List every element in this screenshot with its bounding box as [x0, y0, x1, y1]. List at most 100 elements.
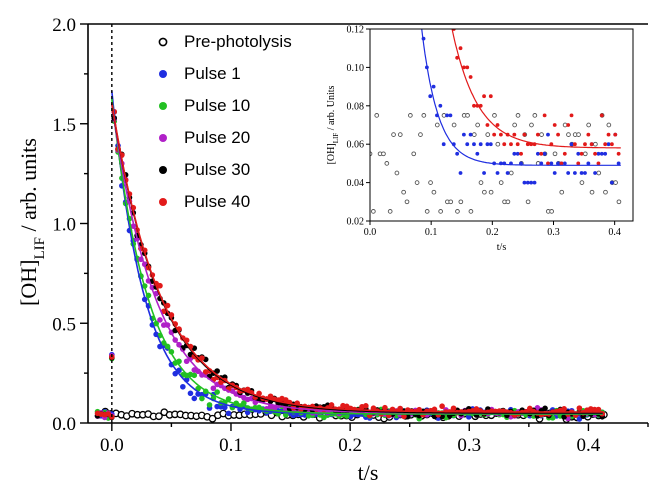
inset-point-pulse-40 — [559, 161, 564, 166]
inset-point-pre-photolysis — [387, 209, 393, 214]
inset-point-pre-photolysis — [586, 122, 592, 128]
data-point-pulse-30 — [542, 405, 548, 412]
inset-point-pulse-1 — [603, 151, 608, 156]
data-point-pulse-40 — [561, 405, 567, 412]
inset-point-pulse-40 — [606, 132, 611, 137]
data-point-pulse-40 — [439, 403, 445, 410]
inset-point-pulse-40 — [488, 94, 493, 99]
data-point-pulse-40 — [328, 402, 335, 408]
inset-point-pulse-1 — [431, 84, 436, 89]
data-point-pulse-1 — [191, 395, 198, 402]
x-tick-label: 0.3 — [457, 435, 481, 456]
inset-plot-fits — [421, 29, 621, 166]
inset-point-pulse-40 — [478, 103, 483, 108]
inset-point-pulse-1 — [549, 161, 554, 166]
data-point-pulse-1 — [187, 390, 194, 397]
y-tick-label: 1.5 — [52, 115, 76, 136]
inset-y-tick-label: 0.06 — [347, 140, 365, 151]
inset-point-pre-photolysis — [515, 113, 521, 118]
inset-point-pulse-1 — [445, 113, 449, 118]
legend-marker-pulse-30 — [159, 166, 167, 174]
inset-point-pre-photolysis — [397, 132, 403, 137]
inset-point-pulse-40 — [586, 132, 591, 137]
inset-point-pulse-40 — [449, 0, 453, 2]
inset-fit-line-pulse-1 — [421, 29, 621, 166]
inset-point-pre-photolysis — [485, 132, 491, 137]
data-point-pulse-40 — [267, 393, 274, 400]
data-point-pulse-1 — [221, 404, 228, 411]
inset-point-pulse-40 — [485, 123, 490, 127]
data-point-pulse-40 — [363, 403, 369, 409]
inset-point-pre-photolysis — [431, 189, 437, 195]
inset-y-tick-label: 0.10 — [347, 63, 365, 74]
inset-point-pre-photolysis — [505, 199, 511, 205]
data-point-pulse-40 — [431, 406, 438, 413]
inset-x-tick-label: 0.3 — [547, 227, 560, 238]
inset-point-pulse-40 — [572, 142, 577, 147]
inset-point-pre-photolysis — [428, 180, 433, 185]
inset-point-pre-photolysis — [374, 113, 380, 118]
inset-point-pulse-1 — [461, 132, 466, 137]
inset-point-pre-photolysis — [404, 199, 410, 205]
data-point-pulse-40 — [401, 413, 407, 420]
inset-point-pre-photolysis — [384, 161, 390, 166]
inset-x-tick-label: 0.2 — [486, 227, 499, 238]
inset-point-pre-photolysis — [478, 180, 484, 185]
data-point-pulse-10 — [214, 389, 220, 395]
inset-point-pre-photolysis — [593, 141, 598, 147]
inset-point-pulse-1 — [519, 161, 523, 166]
inset-y-tick-label: 0.02 — [347, 217, 365, 228]
inset-point-pre-photolysis — [606, 122, 612, 128]
inset-point-pre-photolysis — [391, 132, 396, 137]
inset-point-pulse-1 — [596, 151, 601, 156]
inset-point-pre-photolysis — [582, 151, 588, 157]
inset-point-pulse-1 — [522, 180, 527, 185]
inset-point-pulse-40 — [535, 132, 540, 137]
inset-point-pulse-40 — [596, 161, 601, 166]
inset-point-pre-photolysis — [465, 113, 470, 118]
inset-point-pulse-1 — [566, 171, 571, 175]
inset-point-pre-photolysis — [603, 189, 608, 195]
inset-point-pulse-40 — [593, 151, 597, 156]
inset-point-pulse-1 — [552, 171, 557, 175]
inset-x-tick-label: 0.1 — [425, 227, 438, 238]
inset-point-pulse-1 — [572, 171, 577, 175]
inset-point-pre-photolysis — [576, 132, 581, 137]
inset-point-pulse-1 — [448, 113, 453, 118]
data-point-pulse-30 — [214, 368, 220, 374]
data-point-pulse-40 — [382, 404, 388, 411]
inset-point-pulse-1 — [542, 151, 547, 156]
data-point-pulse-40 — [256, 390, 262, 397]
inset-point-pre-photolysis — [532, 113, 538, 118]
main-plot-fits — [111, 90, 603, 415]
inset-point-pulse-1 — [515, 151, 520, 156]
data-point-pulse-10 — [241, 400, 247, 406]
data-point-pulse-40 — [450, 405, 457, 412]
inset-point-pulse-1 — [616, 161, 621, 166]
legend-label-pulse-20: Pulse 20 — [184, 128, 250, 147]
inset-point-pulse-40 — [576, 161, 581, 166]
inset-point-pre-photolysis — [475, 122, 480, 128]
inset-point-pulse-1 — [485, 142, 490, 147]
inset-point-pulse-40 — [562, 151, 567, 156]
main-y-ticks: 0.0 0.5 1.0 1.5 2.0 — [52, 15, 88, 435]
inset-point-pulse-40 — [599, 113, 604, 118]
inset-point-pulse-40 — [445, 18, 449, 22]
inset-point-pre-photolysis — [471, 132, 477, 137]
x-tick-label: 0.4 — [577, 435, 601, 456]
inset-point-pulse-1 — [562, 161, 567, 166]
inset-point-pre-photolysis — [539, 132, 544, 137]
legend-label-pulse-30: Pulse 30 — [184, 160, 250, 179]
inset-point-pulse-40 — [515, 142, 520, 147]
data-point-pulse-1 — [180, 383, 186, 390]
inset-point-pulse-1 — [535, 151, 540, 156]
data-point-pulse-10 — [191, 372, 198, 379]
inset-point-pre-photolysis — [525, 199, 531, 205]
data-point-pulse-20 — [157, 317, 163, 323]
inset-point-pulse-1 — [546, 132, 550, 137]
inset-point-pulse-1 — [505, 171, 510, 175]
inset-point-pre-photolysis — [424, 209, 430, 214]
data-point-pulse-20 — [183, 358, 190, 365]
y-tick-label: 0.0 — [52, 414, 76, 435]
